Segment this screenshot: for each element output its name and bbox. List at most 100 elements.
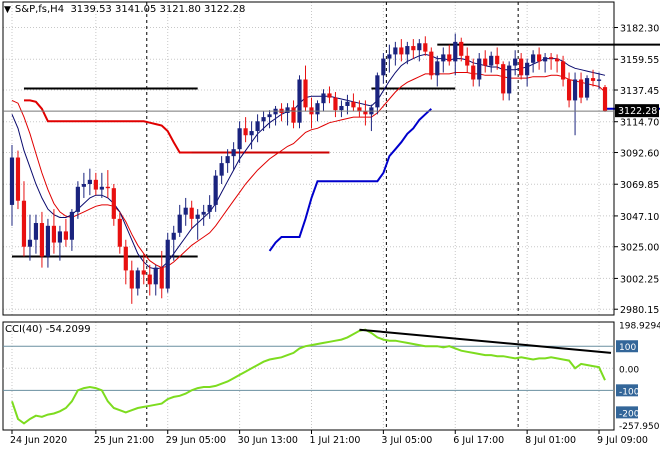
candle-body: [560, 61, 566, 80]
time-tick-label: 1 Jul 21:00: [309, 435, 360, 446]
moving-averages: [11, 53, 606, 270]
candle-body: [483, 58, 488, 66]
current-price-box: [615, 104, 659, 118]
candle-body: [33, 223, 39, 240]
candle-body: [519, 58, 524, 76]
candle-body: [201, 211, 206, 215]
time-tick-label: 29 Jun 05:00: [166, 435, 226, 446]
candle-body: [345, 101, 350, 106]
candle-body: [549, 57, 554, 59]
candle-body: [357, 107, 362, 112]
candle-body: [99, 186, 104, 190]
candle-body: [507, 65, 512, 94]
candle-body: [87, 179, 92, 185]
price-tick-label: 3159.55: [620, 55, 659, 66]
candle-body: [441, 54, 446, 62]
candle-body: [578, 79, 584, 98]
price-tick-label: 3025.00: [620, 243, 659, 254]
candle-body: [602, 87, 608, 112]
cci-trendline: [359, 328, 612, 354]
candle-body: [177, 214, 182, 233]
candle-body: [405, 46, 410, 55]
time-tick-label: 24 Jun 2020: [10, 435, 67, 446]
candle-body: [117, 218, 122, 247]
candle-body: [105, 186, 110, 189]
candle-body: [267, 114, 272, 118]
candle-body: [45, 225, 51, 257]
price-tick-label: 3092.60: [620, 149, 659, 160]
blue-stop-line: [268, 108, 432, 252]
candle-body: [219, 163, 224, 176]
candle-body: [471, 65, 476, 80]
red-ma-line: [11, 72, 606, 269]
time-tick-label: 25 Jun 21:00: [94, 435, 154, 446]
price-tick-label: 3002.25: [620, 274, 659, 285]
candle-body: [537, 54, 542, 62]
candle-body: [249, 131, 254, 136]
cci-panel-frame: [2, 321, 615, 431]
candle-body: [363, 111, 368, 115]
candle-body: [159, 267, 164, 289]
candle-body: [297, 79, 302, 123]
candle-body: [27, 239, 33, 247]
candle-body: [435, 61, 440, 76]
candle-body: [513, 58, 518, 66]
price-tick-label: 2980.15: [620, 305, 659, 316]
cci-tick-label: 198.9294: [619, 321, 660, 331]
candlesticks: [9, 33, 608, 304]
cci-tick-label: 100: [619, 343, 636, 353]
candle-body: [129, 270, 134, 289]
blue-ma-line: [11, 53, 606, 270]
candle-body: [465, 55, 470, 66]
candle-body: [531, 54, 536, 63]
cci-tick-label: -257.9503: [619, 422, 660, 432]
candle-body: [81, 184, 86, 187]
candle-body: [183, 207, 188, 215]
candle-body: [39, 223, 45, 257]
candle-body: [285, 107, 290, 113]
candle-body: [63, 231, 68, 240]
candle-body: [147, 274, 152, 285]
candle-body: [237, 128, 242, 150]
cci-indicator: 198.9294 100 0.00 -100 -200 -257.9503: [3, 321, 660, 432]
candle-body: [321, 93, 326, 104]
candle-body: [261, 117, 266, 122]
price-tick-label: 3047.10: [620, 212, 659, 223]
candle-body: [584, 78, 590, 98]
candle-body: [153, 267, 158, 285]
collapse-triangle-icon[interactable]: ▼: [4, 5, 11, 15]
candle-body: [590, 78, 596, 81]
candle-body: [21, 200, 27, 247]
time-tick-label: 3 Jul 05:00: [381, 435, 432, 446]
candle-body: [447, 54, 452, 62]
candle-body: [543, 57, 548, 62]
candle-body: [141, 270, 146, 275]
candle-body: [189, 207, 194, 219]
candle-body: [351, 101, 356, 108]
cci-tick-label: -200: [619, 409, 640, 419]
candle-body: [195, 214, 200, 219]
candle-body: [489, 55, 494, 66]
time-tick-label: 8 Jul 01:00: [525, 435, 576, 446]
candle-body: [171, 232, 176, 240]
candle-body: [572, 79, 578, 101]
candle-body: [135, 270, 140, 289]
candle-body: [57, 231, 63, 243]
candle-body: [417, 43, 422, 51]
candle-body: [291, 107, 296, 123]
cci-tick-label: 0.00: [619, 365, 639, 375]
candle-body: [596, 79, 602, 81]
price-panel-frame: [2, 1, 615, 316]
candle-body: [165, 239, 170, 289]
cci-level-box: [616, 406, 638, 419]
candle-body: [225, 156, 230, 164]
candle-body: [69, 211, 74, 240]
candle-body: [231, 149, 236, 157]
cci-label: CCI(40) -54.2099: [5, 324, 91, 335]
candle-body: [399, 47, 404, 55]
candle-body: [123, 246, 128, 271]
cci-tick-label: -100: [619, 387, 640, 397]
price-tick-label: 3114.70: [620, 118, 659, 129]
